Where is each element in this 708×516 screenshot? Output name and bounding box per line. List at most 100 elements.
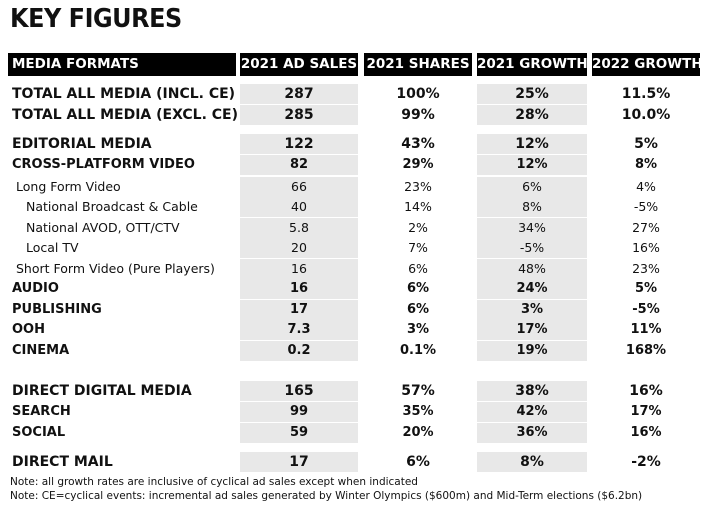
table-row: Long Form Video 66 23% 6% 4% (0, 177, 708, 197)
table-row: SOCIAL 59 20% 36% 16% (0, 423, 708, 443)
cell-growth-2021: 28% (477, 105, 587, 125)
cell-ad-sales: 0.2 (240, 341, 358, 361)
table-row: National AVOD, OTT/CTV 5.8 2% 34% 27% (0, 218, 708, 238)
cell-ad-sales: 40 (240, 197, 358, 217)
cell-growth-2021: 6% (477, 177, 587, 197)
cell-shares: 6% (408, 261, 428, 276)
cell-growth-2021: 19% (477, 341, 587, 361)
table-row: DIRECT MAIL 17 6% 8% -2% (0, 452, 708, 472)
cell-ad-sales: 99 (240, 402, 358, 422)
cell-ad-sales: 165 (240, 381, 358, 401)
header-2021-ad-sales: 2021 AD SALES (240, 53, 358, 76)
header-2022-growth: 2022 GROWTH (592, 53, 700, 76)
row-label: TOTAL ALL MEDIA (INCL. CE) (12, 86, 236, 102)
row-label: DIRECT MAIL (12, 454, 113, 470)
row-label: National Broadcast & Cable (26, 199, 198, 214)
cell-shares: 7% (408, 240, 428, 255)
cell-growth-2021: 36% (477, 423, 587, 443)
row-label: Local TV (26, 240, 79, 255)
row-label: PUBLISHING (12, 302, 102, 317)
row-label: Long Form Video (16, 179, 121, 194)
cell-shares: 29% (402, 157, 434, 172)
cell-growth-2022: 11.5% (621, 86, 671, 102)
table-row: EDITORIAL MEDIA 122 43% 12% 5% (0, 134, 708, 154)
table-row: OOH 7.3 3% 17% 11% (0, 320, 708, 340)
cell-ad-sales: 82 (240, 155, 358, 175)
cell-growth-2022: 10.0% (621, 107, 671, 123)
cell-growth-2021: 12% (477, 134, 587, 154)
note-growth-rates: Note: all growth rates are inclusive of … (10, 476, 418, 488)
table-row: DIRECT DIGITAL MEDIA 165 57% 38% 16% (0, 381, 708, 401)
header-2021-growth: 2021 GROWTH (477, 53, 587, 76)
cell-shares: 6% (406, 281, 430, 296)
row-label: AUDIO (12, 281, 59, 296)
cell-growth-2022: -5% (633, 199, 659, 214)
cell-growth-2022: 16% (629, 383, 663, 399)
note-cyclical-events: Note: CE=cyclical events: incremental ad… (10, 490, 643, 502)
cell-shares: 23% (404, 179, 432, 194)
table-row: Local TV 20 7% -5% 16% (0, 238, 708, 258)
cell-ad-sales: 122 (240, 134, 358, 154)
table-row: AUDIO 16 6% 24% 5% (0, 279, 708, 299)
cell-ad-sales: 66 (240, 177, 358, 197)
cell-growth-2021: 24% (477, 279, 587, 299)
cell-growth-2021: 48% (477, 259, 587, 279)
cell-shares: 3% (406, 322, 430, 337)
cell-growth-2022: -2% (631, 454, 661, 470)
cell-growth-2022: 16% (630, 425, 662, 440)
cell-growth-2021: 42% (477, 402, 587, 422)
cell-shares: 0.1% (399, 343, 437, 358)
cell-growth-2022: 4% (636, 179, 656, 194)
cell-growth-2022: 11% (630, 322, 662, 337)
cell-ad-sales: 16 (240, 279, 358, 299)
cell-growth-2022: 16% (632, 240, 660, 255)
cell-growth-2022: -5% (632, 302, 660, 317)
cell-growth-2022: 23% (632, 261, 660, 276)
cell-ad-sales: 7.3 (240, 320, 358, 340)
header-media-formats: MEDIA FORMATS (8, 53, 236, 76)
row-label: SOCIAL (12, 425, 66, 440)
cell-growth-2021: 25% (477, 84, 587, 104)
cell-growth-2022: 8% (634, 157, 658, 172)
cell-growth-2021: -5% (477, 238, 587, 258)
cell-ad-sales: 20 (240, 238, 358, 258)
cell-shares: 14% (404, 199, 432, 214)
row-label: CROSS-PLATFORM VIDEO (12, 157, 195, 172)
cell-growth-2022: 168% (625, 343, 667, 358)
cell-growth-2021: 12% (477, 155, 587, 175)
cell-ad-sales: 287 (240, 84, 358, 104)
cell-growth-2021: 3% (477, 300, 587, 320)
cell-ad-sales: 16 (240, 259, 358, 279)
cell-growth-2022: 5% (634, 281, 658, 296)
row-label: TOTAL ALL MEDIA (EXCL. CE) (12, 107, 239, 123)
cell-growth-2022: 27% (632, 220, 660, 235)
cell-growth-2021: 38% (477, 381, 587, 401)
cell-shares: 6% (406, 454, 430, 470)
cell-shares: 2% (408, 220, 428, 235)
page-title: KEY FIGURES (10, 4, 182, 34)
cell-shares: 57% (401, 383, 435, 399)
row-label: Short Form Video (Pure Players) (16, 261, 215, 276)
cell-shares: 6% (406, 302, 430, 317)
cell-ad-sales: 17 (240, 300, 358, 320)
cell-growth-2022: 17% (630, 404, 662, 419)
cell-shares: 35% (402, 404, 434, 419)
cell-growth-2021: 8% (477, 197, 587, 217)
table-row: Short Form Video (Pure Players) 16 6% 48% 23… (0, 259, 708, 279)
cell-ad-sales: 59 (240, 423, 358, 443)
header-2021-shares: 2021 SHARES (364, 53, 472, 76)
cell-growth-2021: 34% (477, 218, 587, 238)
cell-ad-sales: 17 (240, 452, 358, 472)
row-label: SEARCH (12, 404, 71, 419)
table-row: CINEMA 0.2 0.1% 19% 168% (0, 341, 708, 361)
row-label: CINEMA (12, 343, 70, 358)
row-label: National AVOD, OTT/CTV (26, 220, 180, 235)
cell-shares: 99% (401, 107, 435, 123)
table-row: SEARCH 99 35% 42% 17% (0, 402, 708, 422)
cell-growth-2022: 5% (634, 136, 658, 152)
cell-ad-sales: 285 (240, 105, 358, 125)
table-row: National Broadcast & Cable 40 14% 8% -5% (0, 197, 708, 217)
cell-shares: 20% (402, 425, 434, 440)
table-row: CROSS-PLATFORM VIDEO 82 29% 12% 8% (0, 155, 708, 175)
